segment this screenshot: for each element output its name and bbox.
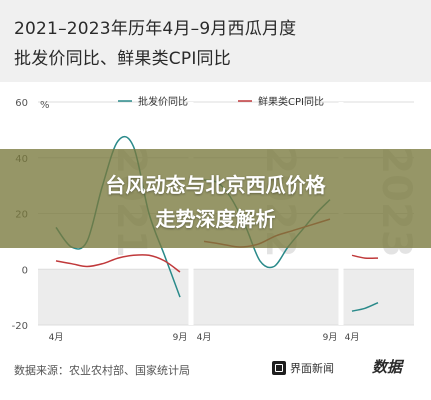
publisher-name: 界面新闻 <box>290 362 334 375</box>
x-tick-label: 4月 <box>49 332 64 343</box>
overlay-headline-line2: 走势深度解析 <box>155 207 276 231</box>
y-axis-unit: % <box>40 100 50 111</box>
cpi-line <box>351 254 379 260</box>
y-tick-label: 0 <box>22 265 28 276</box>
cpi-line <box>55 254 181 273</box>
y-tick-label: 60 <box>15 98 28 109</box>
publisher-brand: 界面新闻 <box>272 360 334 376</box>
chart-header: 2021–2023年历年4月–9月西瓜月度 批发价同比、鲜果类CPI同比 <box>0 0 431 82</box>
chart-title-line2: 批发价同比、鲜果类CPI同比 <box>14 49 231 69</box>
negative-zone-band <box>38 269 414 325</box>
headline-overlay: 台风动态与北京西瓜价格 走势深度解析 <box>0 149 431 248</box>
x-tick-label: 4月 <box>345 332 360 343</box>
y-tick-label: -20 <box>12 321 28 332</box>
x-tick-label: 4月 <box>197 332 212 343</box>
wholesale-price-line <box>351 302 379 312</box>
x-tick-label: 9月 <box>323 332 338 343</box>
legend-label: 批发价同比 <box>138 95 188 108</box>
data-brand-logo: 数据 <box>372 358 403 376</box>
overlay-headline-line1: 台风动态与北京西瓜价格 <box>105 173 326 197</box>
publisher-logo-icon <box>272 361 286 375</box>
legend-label: 鲜果类CPI同比 <box>258 95 324 108</box>
data-source-note: 数据来源：农业农村部、国家统计局 <box>14 364 190 377</box>
x-tick-label: 9月 <box>173 332 188 343</box>
chart-title-line1: 2021–2023年历年4月–9月西瓜月度 <box>14 19 297 39</box>
